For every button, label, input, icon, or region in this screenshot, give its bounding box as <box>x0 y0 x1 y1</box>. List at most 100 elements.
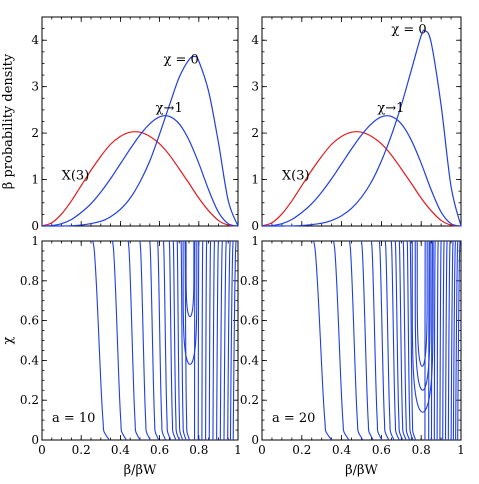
contour-line <box>430 240 433 441</box>
contour-loop <box>182 240 198 365</box>
y-tick-label: 0.8 <box>240 274 259 288</box>
contour-line <box>349 240 364 441</box>
contour-line <box>450 240 454 441</box>
y-tick-label: 1 <box>251 234 259 248</box>
x-tick-label: 0.2 <box>72 443 91 457</box>
contour-line <box>112 240 127 441</box>
contour-line <box>139 240 151 441</box>
x-tick-label: 1 <box>234 443 242 457</box>
contour-line <box>394 240 404 441</box>
x-tick-label: 1 <box>457 443 465 457</box>
contour-loop <box>411 240 434 413</box>
annotation-label: χ = 0 <box>164 52 199 67</box>
y-tick-label: 2 <box>251 126 259 140</box>
contour-line <box>447 240 451 441</box>
x-axis-label: β/βW <box>124 463 157 478</box>
contour-line <box>232 240 237 441</box>
contour-line <box>127 240 141 441</box>
panel-bottom-right: 0 0.2 0.4 0.6 0.8 1 0 0.2 0.4 0.6 0.8 1 a = 20 β/βW <box>240 234 465 478</box>
plot-frame <box>41 16 239 227</box>
y-tick-label: 0.6 <box>240 314 259 328</box>
x-tick-label: 0.6 <box>150 443 169 457</box>
contour-line <box>409 240 417 441</box>
series-line-0 <box>261 131 462 227</box>
x-tick-label: 0.8 <box>189 443 208 457</box>
panel-top-right: 0 1 2 3 4 X(3) χ→1 χ = 0 <box>251 16 462 233</box>
x-tick-label: 0 <box>258 443 266 457</box>
x-tick-label: 0.4 <box>111 443 130 457</box>
y-tick-label: 0 <box>251 219 259 233</box>
y-tick-label: 1 <box>251 173 259 187</box>
series-line-0 <box>41 131 239 227</box>
contour-line <box>172 240 180 441</box>
contour-line <box>455 240 459 441</box>
x-axis-label: β/βW <box>345 463 378 478</box>
contour-loop <box>185 240 195 318</box>
y-tick-label: 0.2 <box>240 393 259 407</box>
contour-line <box>205 240 208 441</box>
contour-line <box>92 240 110 441</box>
contour-line <box>212 240 216 441</box>
contour-line <box>439 240 442 441</box>
contour-line <box>208 240 212 441</box>
annotation-label: X(3) <box>62 169 90 184</box>
y-tick-label: 1 <box>31 234 39 248</box>
panel-bottom-left: 0 0.2 0.4 0.6 0.8 1 0 0.2 0.4 0.6 0.8 1 a = 10 χ β/βW <box>1 234 242 478</box>
contour-line <box>197 240 200 441</box>
contour-line <box>452 240 456 441</box>
contour-loop <box>414 240 431 391</box>
contour-line <box>223 240 227 441</box>
x-tick-label: 0.8 <box>412 443 431 457</box>
y-axis-label: χ <box>1 336 16 344</box>
plot-frame <box>261 16 462 227</box>
contour-line <box>176 240 184 441</box>
x-tick-label: 0.4 <box>332 443 351 457</box>
parameter-label: a = 10 <box>52 411 95 426</box>
y-tick-label: 4 <box>251 33 259 47</box>
contour-line <box>149 240 160 441</box>
y-tick-label: 0.8 <box>20 274 39 288</box>
contour-line <box>180 240 187 441</box>
y-tick-label: 2 <box>31 126 39 140</box>
y-tick-label: 0.6 <box>20 314 39 328</box>
contour-line <box>168 240 177 441</box>
y-tick-label: 3 <box>251 80 259 94</box>
contour-line <box>436 240 439 441</box>
y-tick-label: 0.2 <box>20 393 39 407</box>
series-line-2 <box>261 29 462 227</box>
series-line-1 <box>261 115 462 227</box>
contour-line <box>390 240 400 441</box>
y-tick-label: 0.4 <box>240 353 259 367</box>
contour-line <box>370 240 383 441</box>
y-tick-label: 4 <box>31 33 39 47</box>
annotation-label: χ→1 <box>377 101 404 116</box>
contour-line <box>444 240 448 441</box>
annotation-label: χ→1 <box>156 101 183 116</box>
annotation-label: X(3) <box>282 169 310 184</box>
contour-line <box>457 240 461 441</box>
contour-line <box>201 240 204 441</box>
contour-line <box>216 240 219 441</box>
contour-line <box>162 240 172 441</box>
y-tick-label: 3 <box>31 80 39 94</box>
y-tick-label: 0.4 <box>20 353 39 367</box>
x-tick-label: 0.2 <box>292 443 311 457</box>
parameter-label: a = 20 <box>272 411 315 426</box>
contour-line <box>157 240 167 441</box>
y-tick-label: 1 <box>31 173 39 187</box>
contour-line <box>406 240 414 441</box>
y-axis-label: β probability density <box>1 53 16 189</box>
contour-line <box>313 240 333 441</box>
contour-line <box>229 240 234 441</box>
contour-line <box>402 240 411 441</box>
y-tick-label: 0 <box>31 219 39 233</box>
panel-top-left: 0 1 2 3 4 X(3) χ→1 χ = 0 β probability density <box>1 16 239 233</box>
contour-line <box>227 240 231 441</box>
contour-line <box>433 240 436 441</box>
contour-line <box>378 240 390 441</box>
contour-line <box>184 240 191 441</box>
series-line-1 <box>41 115 239 227</box>
annotation-label: χ = 0 <box>391 22 426 37</box>
y-tick-label: 0 <box>251 433 259 447</box>
